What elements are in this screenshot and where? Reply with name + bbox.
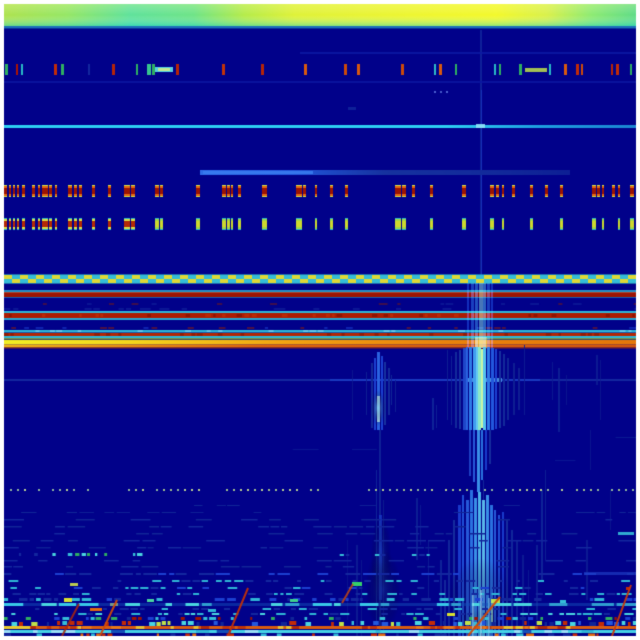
spectrogram-canvas bbox=[0, 0, 640, 640]
spectrogram-figure bbox=[0, 0, 640, 640]
